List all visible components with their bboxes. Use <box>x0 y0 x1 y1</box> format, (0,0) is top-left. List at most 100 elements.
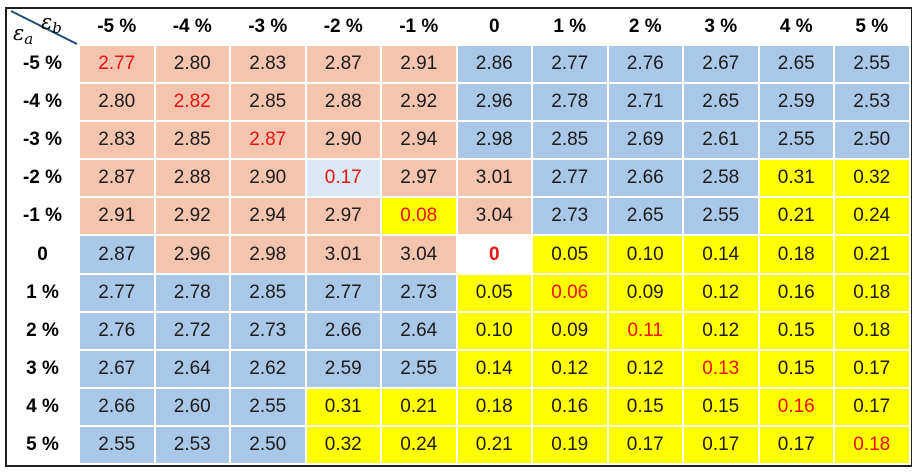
column-header: 3 % <box>684 9 760 46</box>
value-cell: 0.09 <box>608 274 684 313</box>
value-cell: 0.17 <box>759 426 835 466</box>
value-cell: 2.72 <box>155 312 231 351</box>
value-cell: 2.98 <box>231 236 307 275</box>
value-cell: 2.97 <box>306 198 382 237</box>
value-cell: 0.31 <box>759 160 835 199</box>
value-cell: 0.21 <box>759 198 835 237</box>
value-cell: 2.53 <box>155 426 231 466</box>
value-cell: 0.18 <box>457 388 533 427</box>
value-cell: 2.73 <box>533 198 609 237</box>
row-header: 3 % <box>7 350 80 389</box>
column-header: -1 % <box>382 9 458 46</box>
value-cell: 0.16 <box>759 274 835 313</box>
value-cell: 2.92 <box>155 198 231 237</box>
value-cell: 2.65 <box>759 46 835 85</box>
value-cell: 0.05 <box>533 236 609 275</box>
diagonal-value-cell: 0.11 <box>608 312 684 351</box>
value-cell: 2.62 <box>231 350 307 389</box>
value-cell: 2.90 <box>306 122 382 161</box>
diagonal-value-cell: 2.87 <box>231 122 307 161</box>
value-cell: 0.31 <box>306 388 382 427</box>
value-cell: 2.66 <box>80 388 156 427</box>
value-cell: 2.80 <box>155 46 231 85</box>
value-cell: 2.96 <box>155 236 231 275</box>
value-cell: 2.59 <box>759 84 835 123</box>
value-cell: 2.94 <box>231 198 307 237</box>
value-cell: 2.80 <box>80 84 156 123</box>
value-cell: 0.10 <box>457 312 533 351</box>
value-cell: 0.15 <box>759 312 835 351</box>
diagonal-value-cell: 0 <box>457 236 533 275</box>
row-header: -1 % <box>7 198 80 237</box>
value-cell: 2.77 <box>306 274 382 313</box>
value-cell: 2.85 <box>155 122 231 161</box>
corner-cell: εb εa <box>7 9 80 47</box>
value-cell: 2.97 <box>382 160 458 199</box>
value-cell: 2.55 <box>80 426 156 466</box>
value-cell: 2.87 <box>80 236 156 275</box>
value-cell: 2.66 <box>306 312 382 351</box>
column-header: -4 % <box>155 9 231 46</box>
value-cell: 2.55 <box>382 350 458 389</box>
value-cell: 0.14 <box>457 350 533 389</box>
value-cell: 0.32 <box>835 160 911 199</box>
value-cell: 2.55 <box>684 198 760 237</box>
value-cell: 2.55 <box>835 46 911 85</box>
value-cell: 2.50 <box>835 122 911 161</box>
value-cell: 0.18 <box>835 312 911 351</box>
value-cell: 2.88 <box>155 160 231 199</box>
value-cell: 2.87 <box>80 160 156 199</box>
value-cell: 2.55 <box>759 122 835 161</box>
value-cell: 2.65 <box>684 84 760 123</box>
value-cell: 2.76 <box>80 312 156 351</box>
row-header: 2 % <box>7 312 80 351</box>
column-header: 4 % <box>759 9 835 46</box>
value-cell: 0.17 <box>835 350 911 389</box>
column-header: -3 % <box>231 9 307 46</box>
value-cell: 2.98 <box>457 122 533 161</box>
value-cell: 0.21 <box>835 236 911 275</box>
value-cell: 0.12 <box>684 312 760 351</box>
value-cell: 2.96 <box>457 84 533 123</box>
value-cell: 0.17 <box>608 426 684 466</box>
diagonal-value-cell: 0.16 <box>759 388 835 427</box>
value-cell: 2.69 <box>608 122 684 161</box>
value-cell: 0.16 <box>533 388 609 427</box>
row-header: 0 <box>7 236 80 275</box>
value-cell: 2.77 <box>533 160 609 199</box>
value-cell: 3.04 <box>382 236 458 275</box>
value-cell: 2.59 <box>306 350 382 389</box>
value-cell: 2.83 <box>80 122 156 161</box>
value-cell: 2.77 <box>80 274 156 313</box>
value-cell: 2.90 <box>231 160 307 199</box>
column-header: 0 <box>457 9 533 46</box>
matrix-table: εb εa -5 % -4 % -3 % -2 % -1 % 0 1 % 2 % 3 % 4 % 5… <box>7 9 911 466</box>
diagonal-value-cell: 0.06 <box>533 274 609 313</box>
value-cell: 3.01 <box>457 160 533 199</box>
value-cell: 2.91 <box>80 198 156 237</box>
value-cell: 2.92 <box>382 84 458 123</box>
matrix-frame: εb εa -5 % -4 % -3 % -2 % -1 % 0 1 % 2 % 3 % 4 % 5… <box>5 7 912 467</box>
value-cell: 2.67 <box>80 350 156 389</box>
value-cell: 2.67 <box>684 46 760 85</box>
value-cell: 0.12 <box>608 350 684 389</box>
value-cell: 0.15 <box>608 388 684 427</box>
diagonal-value-cell: 0.17 <box>306 160 382 199</box>
diagonal-value-cell: 0.08 <box>382 198 458 237</box>
value-cell: 2.53 <box>835 84 911 123</box>
value-cell: 2.58 <box>684 160 760 199</box>
value-cell: 2.71 <box>608 84 684 123</box>
value-cell: 2.83 <box>231 46 307 85</box>
value-cell: 0.32 <box>306 426 382 466</box>
diagonal-value-cell: 0.18 <box>835 426 911 466</box>
column-header: 5 % <box>835 9 911 46</box>
column-header: -5 % <box>80 9 156 46</box>
value-cell: 0.21 <box>457 426 533 466</box>
row-header: -4 % <box>7 84 80 123</box>
value-cell: 0.05 <box>457 274 533 313</box>
value-cell: 0.14 <box>684 236 760 275</box>
value-cell: 0.24 <box>835 198 911 237</box>
value-cell: 2.61 <box>684 122 760 161</box>
value-cell: 2.85 <box>231 274 307 313</box>
value-cell: 0.15 <box>684 388 760 427</box>
